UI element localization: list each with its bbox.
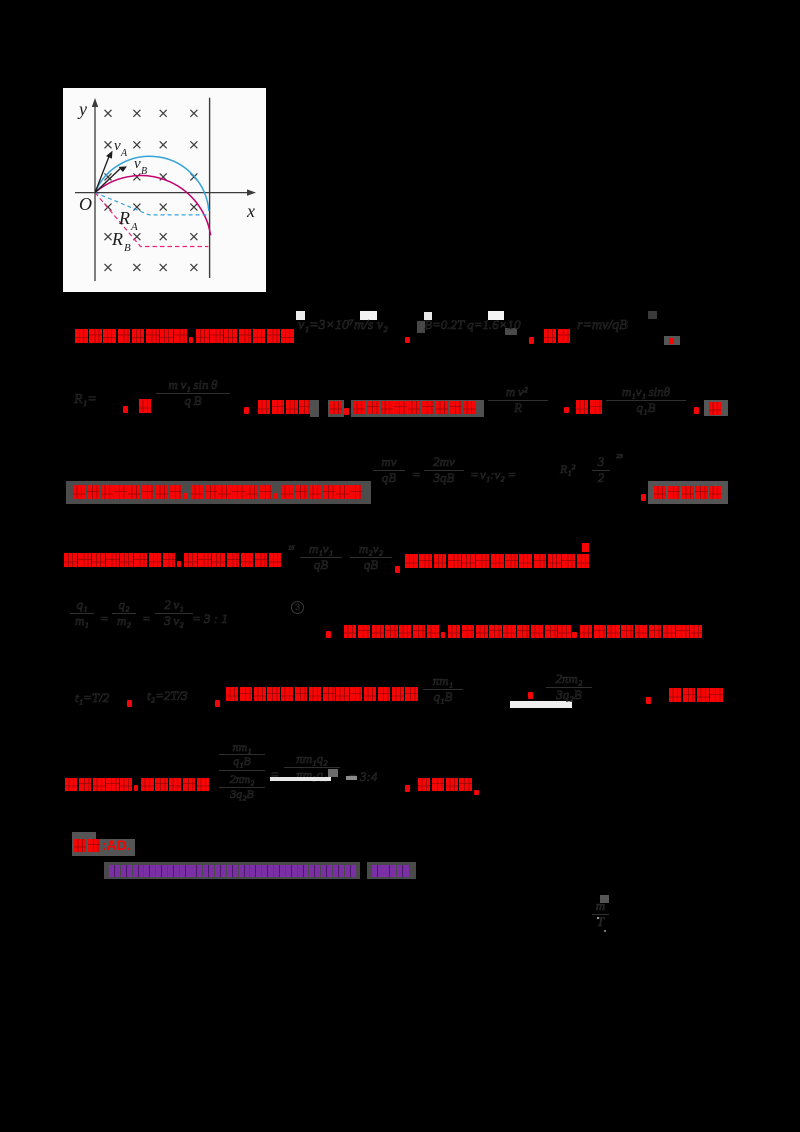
svg-text:B: B	[141, 166, 147, 177]
svg-text:A: A	[130, 221, 138, 233]
svg-text:O: O	[79, 194, 92, 214]
svg-text:y: y	[77, 99, 87, 119]
svg-text:R: R	[111, 229, 123, 249]
svg-text:v: v	[114, 138, 121, 154]
svg-text:B: B	[124, 242, 131, 254]
svg-text:A: A	[120, 148, 128, 159]
svg-text:v: v	[134, 156, 141, 172]
svg-text:R: R	[118, 208, 130, 228]
svg-text:x: x	[246, 201, 255, 221]
